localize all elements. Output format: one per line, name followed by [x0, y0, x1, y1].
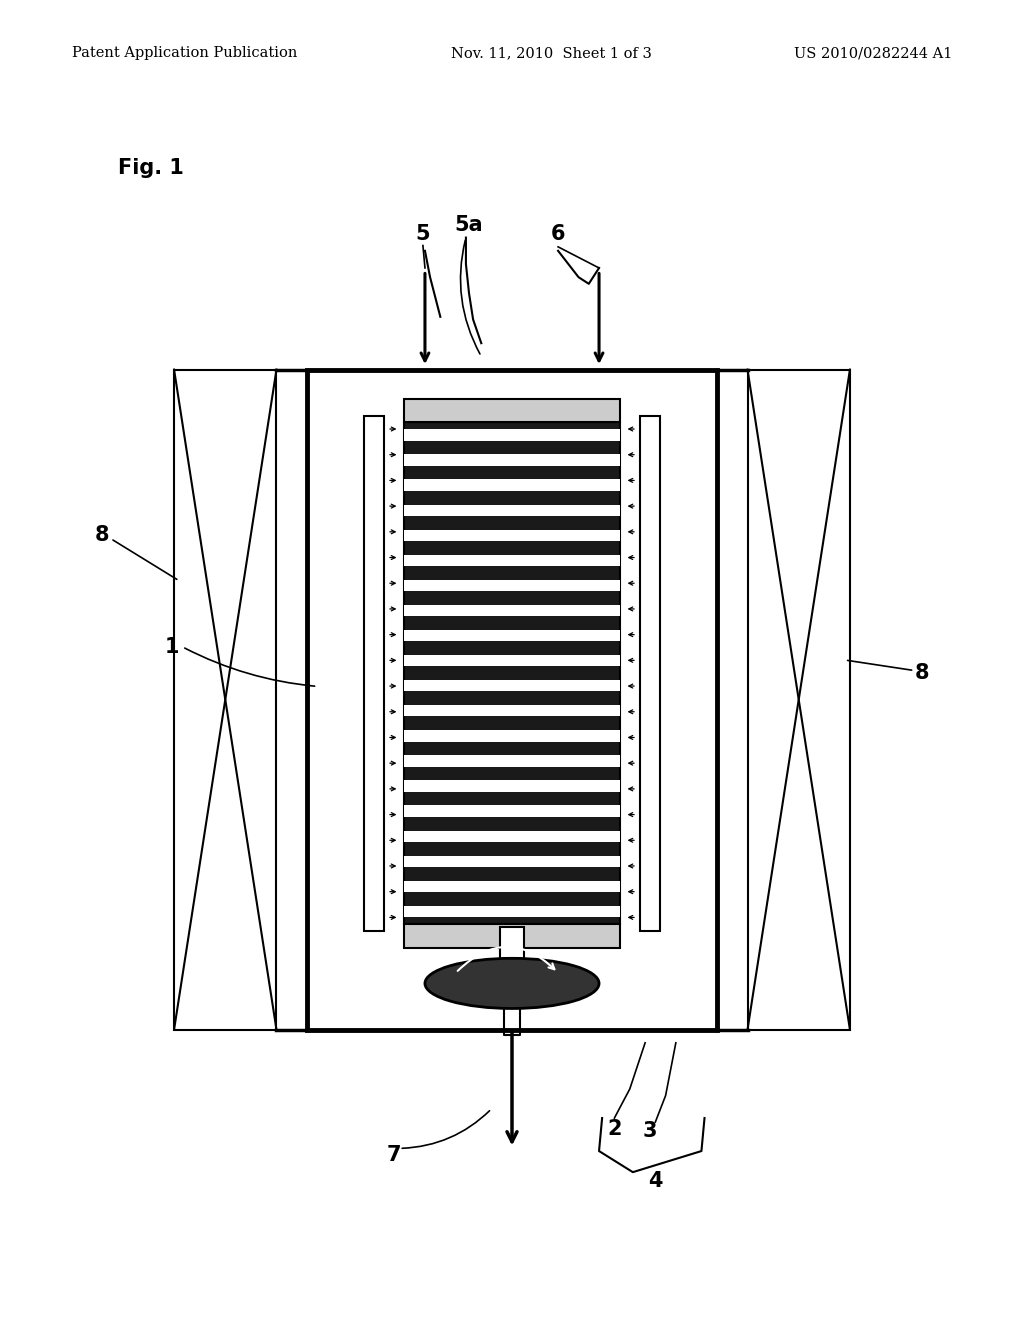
Bar — [404, 630, 620, 642]
Text: Patent Application Publication: Patent Application Publication — [72, 46, 297, 61]
Text: 5: 5 — [416, 224, 430, 244]
Bar — [404, 755, 620, 767]
Text: 2: 2 — [607, 1118, 622, 1139]
Text: Nov. 11, 2010  Sheet 1 of 3: Nov. 11, 2010 Sheet 1 of 3 — [451, 46, 651, 61]
Bar — [500, 927, 524, 1003]
Bar — [404, 504, 620, 516]
Bar — [364, 416, 384, 931]
Bar — [404, 855, 620, 867]
Bar — [404, 399, 620, 422]
Text: 8: 8 — [914, 663, 929, 684]
Text: Fig. 1: Fig. 1 — [118, 158, 183, 178]
Bar — [404, 422, 620, 924]
Bar — [404, 880, 620, 892]
Bar — [404, 529, 620, 541]
Bar — [404, 605, 620, 616]
Bar — [404, 579, 620, 591]
Text: 6: 6 — [551, 224, 565, 244]
Bar — [307, 370, 717, 1030]
Text: 4: 4 — [648, 1171, 663, 1192]
Text: 5a: 5a — [455, 215, 483, 235]
Bar — [748, 370, 850, 1030]
Ellipse shape — [425, 958, 599, 1008]
Text: 8: 8 — [95, 524, 110, 545]
Text: 3: 3 — [643, 1121, 657, 1142]
Bar — [404, 924, 620, 948]
Bar — [404, 479, 620, 491]
Bar — [404, 454, 620, 466]
Text: 1: 1 — [165, 636, 179, 657]
Bar — [404, 655, 620, 667]
Bar — [640, 416, 660, 931]
Text: 7: 7 — [387, 1144, 401, 1166]
Bar — [404, 730, 620, 742]
Bar — [404, 830, 620, 842]
Bar — [404, 780, 620, 792]
Bar — [404, 554, 620, 566]
Bar — [404, 429, 620, 441]
Text: US 2010/0282244 A1: US 2010/0282244 A1 — [794, 46, 952, 61]
Bar — [404, 680, 620, 692]
Bar — [404, 906, 620, 917]
Bar — [404, 705, 620, 717]
Bar — [174, 370, 276, 1030]
Bar — [404, 805, 620, 817]
